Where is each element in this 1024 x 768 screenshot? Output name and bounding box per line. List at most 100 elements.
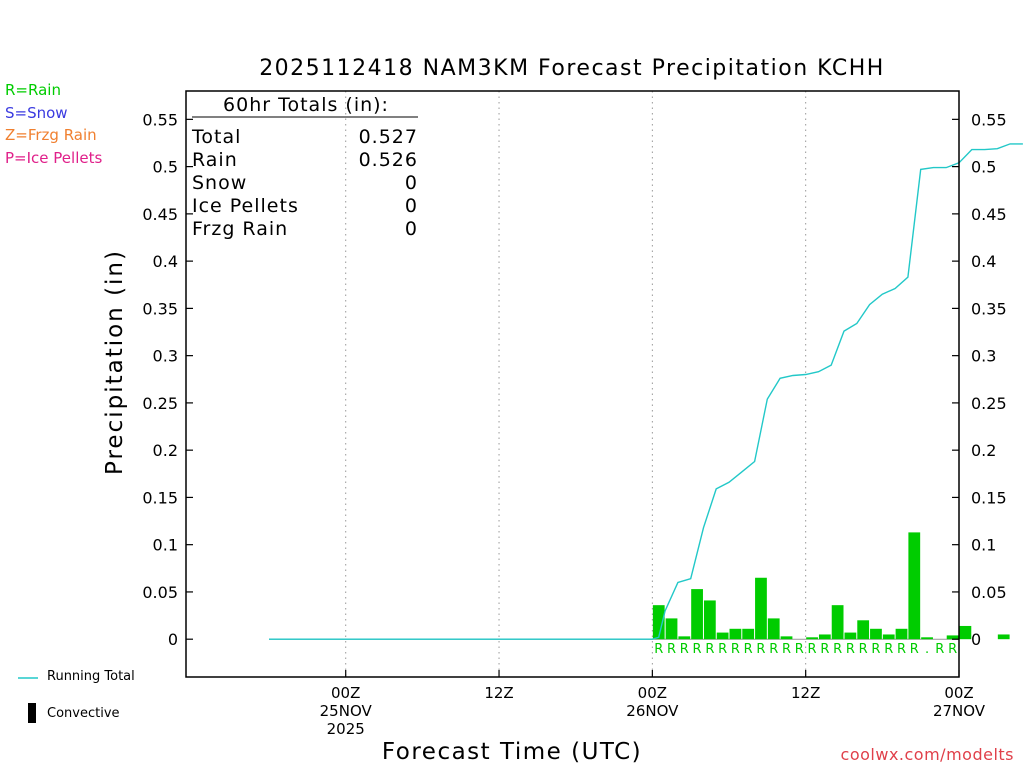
running-total-line: [269, 143, 1023, 640]
y-tick-label-left-11: 0.55: [142, 110, 178, 129]
type-code-2: R: [680, 642, 689, 657]
precip-bar-hour-43: [806, 637, 818, 640]
type-code-23: R: [948, 642, 957, 657]
x-tick-label-4-1: 27NOV: [933, 702, 986, 720]
totals-heading: 60hr Totals (in):: [223, 94, 389, 116]
type-code-17: R: [871, 642, 880, 657]
totals-value-2: 0: [405, 172, 418, 194]
y-tick-label-left-7: 0.35: [142, 299, 178, 318]
type-code-12: R: [808, 642, 817, 657]
type-code-15: R: [846, 642, 855, 657]
type-code-22: R: [935, 642, 944, 657]
legend-running-total: Running Total: [47, 669, 135, 684]
type-code-16: R: [859, 642, 868, 657]
y-tick-label-right-7: 0.35: [971, 299, 1007, 318]
precip-bar-hour-36: [716, 632, 729, 640]
y-tick-label-left-9: 0.45: [142, 205, 178, 224]
precip-bar-hour-35: [703, 600, 716, 640]
x-tick-label-1-0: 12Z: [484, 684, 513, 702]
precip-bar-hour-31: [652, 605, 665, 640]
precip-bar-hour-45: [831, 605, 844, 640]
precip-bar-hour-46: [844, 632, 857, 640]
totals-label-3: Ice Pellets: [192, 195, 299, 217]
legend-snow: S=Snow: [5, 104, 68, 122]
type-code-10: R: [782, 642, 791, 657]
y-tick-label-right-5: 0.25: [971, 394, 1007, 413]
totals-label-2: Snow: [192, 172, 247, 194]
x-tick-label-4-0: 00Z: [944, 684, 973, 702]
precip-bar-hour-50: [895, 628, 908, 640]
type-code-0: R: [654, 642, 663, 657]
x-tick-label-3-0: 12Z: [791, 684, 820, 702]
type-code-18: R: [884, 642, 893, 657]
precip-bar-hour-47: [857, 620, 870, 640]
type-code-9: R: [769, 642, 778, 657]
plot-frame: [185, 90, 960, 678]
y-tick-label-left-4: 0.2: [153, 441, 178, 460]
y-tick-label-left-6: 0.3: [153, 347, 178, 366]
totals-label-4: Frzg Rain: [192, 218, 288, 240]
y-tick-label-left-1: 0.05: [142, 583, 178, 602]
legend-ice-pellets: P=Ice Pellets: [5, 149, 103, 167]
legend-frzg-rain: Z=Frzg Rain: [5, 126, 97, 144]
totals-value-4: 0: [405, 218, 418, 240]
y-tick-label-left-0: 0: [168, 630, 178, 649]
x-tick-label-0-1: 25NOV: [320, 702, 373, 720]
y-tick-label-left-8: 0.4: [153, 252, 178, 271]
type-code-4: R: [705, 642, 714, 657]
type-code-7: R: [744, 642, 753, 657]
totals-label-0: Total: [191, 126, 241, 148]
credit-link[interactable]: coolwx.com/modelts: [840, 745, 1014, 764]
x-tick-label-0-2: 2025: [327, 720, 365, 738]
precip-bar-hour-32: [665, 618, 678, 640]
y-tick-label-right-10: 0.5: [971, 158, 996, 177]
y-tick-label-right-4: 0.2: [971, 441, 996, 460]
x-tick-label-0-0: 00Z: [331, 684, 360, 702]
precip-bar-hour-38: [742, 628, 755, 640]
precip-bar-hour-55: [959, 625, 972, 640]
convective-legend-swatch: [28, 703, 36, 723]
y-tick-label-left-3: 0.15: [142, 488, 178, 507]
y-tick-label-right-3: 0.15: [971, 488, 1007, 507]
precip-bar-hour-44: [818, 634, 831, 640]
totals-value-0: 0.527: [359, 126, 418, 148]
y-tick-label-right-1: 0.05: [971, 583, 1007, 602]
type-code-21: .: [925, 642, 929, 657]
precip-bar-hour-49: [882, 634, 895, 640]
precip-bar-hour-54: [946, 635, 959, 640]
type-code-14: R: [833, 642, 842, 657]
type-code-11: R: [795, 642, 804, 657]
type-code-3: R: [693, 642, 702, 657]
precip-bar-hour-41: [780, 636, 793, 640]
precip-bar-hour-37: [729, 628, 742, 640]
y-tick-label-right-11: 0.55: [971, 110, 1007, 129]
type-code-6: R: [731, 642, 740, 657]
y-tick-label-right-8: 0.4: [971, 252, 996, 271]
hourly-bars: [652, 532, 1010, 640]
type-code-1: R: [667, 642, 676, 657]
y-axis-label: Precipitation (in): [102, 249, 128, 475]
precip-bar-hour-34: [691, 589, 703, 640]
type-code-20: R: [910, 642, 919, 657]
legend-rain: R=Rain: [5, 81, 61, 99]
precip-bar-hour-39: [755, 577, 767, 640]
x-tick-label-2-1: 26NOV: [626, 702, 679, 720]
y-tick-label-left-5: 0.25: [142, 394, 178, 413]
x-tick-label-2-0: 00Z: [638, 684, 667, 702]
x-axis-label: Forecast Time (UTC): [382, 739, 642, 765]
precip-bar-hour-51: [908, 532, 921, 640]
totals-value-1: 0.526: [359, 149, 418, 171]
y-tick-label-right-0: 0: [971, 630, 981, 649]
precip-bar-hour-58: [997, 634, 1010, 640]
precip-bar-hour-33: [678, 636, 691, 640]
totals-label-1: Rain: [192, 149, 238, 171]
legend-convective: Convective: [47, 706, 120, 721]
precip-bar-hour-40: [767, 618, 780, 640]
type-code-5: R: [718, 642, 727, 657]
y-tick-label-right-9: 0.45: [971, 205, 1007, 224]
type-code-19: R: [897, 642, 906, 657]
y-tick-label-right-6: 0.3: [971, 347, 996, 366]
